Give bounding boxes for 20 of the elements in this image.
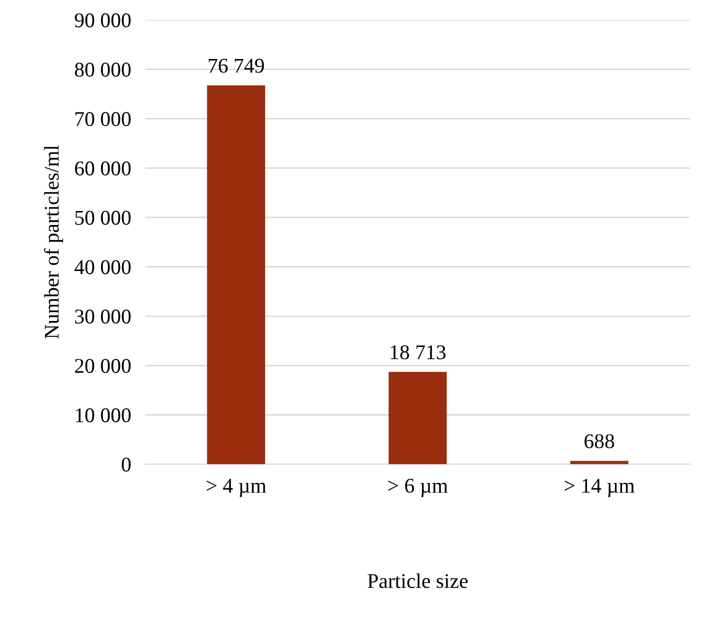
y-tick-label: 90 000 bbox=[74, 13, 131, 28]
x-tick-label: > 14 µm bbox=[564, 478, 635, 498]
data-label: 688 bbox=[584, 434, 614, 448]
y-tick-label: 60 000 bbox=[75, 161, 131, 176]
bar bbox=[388, 372, 447, 464]
y-tick-label: 50 000 bbox=[75, 210, 131, 225]
data-label: 18 713 bbox=[390, 345, 446, 360]
y-tick-label: 20 000 bbox=[75, 358, 131, 373]
y-tick-label: 10 000 bbox=[76, 408, 131, 422]
y-tick-label: 80 000 bbox=[74, 62, 131, 77]
y-axis-title: Number of particles/ml bbox=[44, 145, 64, 339]
data-label: 76 749 bbox=[208, 58, 264, 73]
y-tick-label: 30 000 bbox=[75, 310, 131, 324]
x-tick-label: > 4 µm bbox=[206, 478, 266, 498]
y-tick-label: 40 000 bbox=[74, 260, 131, 274]
bar bbox=[207, 85, 266, 464]
x-tick-label: > 6 µm bbox=[388, 478, 448, 498]
x-axis-title: Particle size bbox=[368, 573, 468, 588]
y-tick-label: 70 000 bbox=[76, 112, 131, 126]
y-tick-label: 0 bbox=[122, 458, 131, 472]
